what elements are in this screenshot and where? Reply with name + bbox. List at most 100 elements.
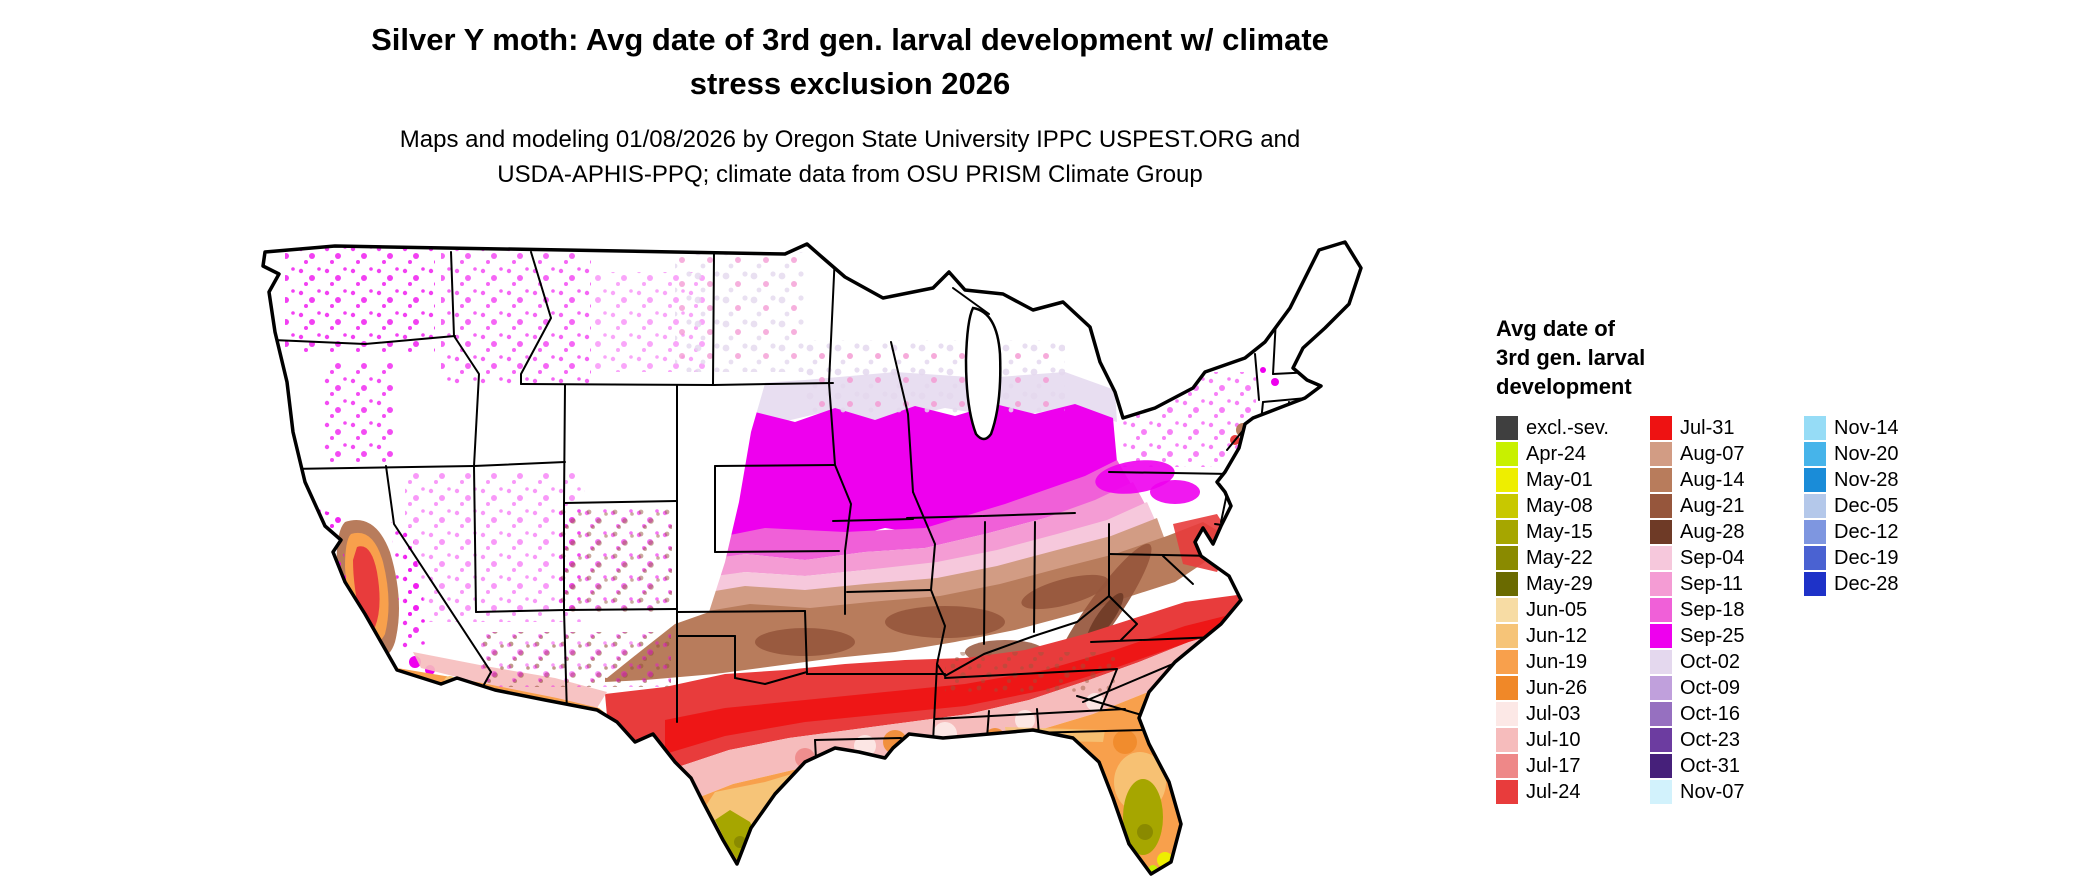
legend-label: May-01: [1526, 468, 1593, 491]
legend-entry: Aug-14: [1650, 467, 1792, 493]
legend-label: Jul-24: [1526, 780, 1581, 803]
legend-entry: Dec-12: [1804, 519, 1946, 545]
legend-swatch: [1496, 442, 1518, 466]
legend-label: Sep-18: [1680, 598, 1745, 621]
legend-swatch: [1650, 728, 1672, 752]
legend-label: Jun-19: [1526, 650, 1588, 673]
legend-entry: Nov-07: [1650, 779, 1792, 805]
legend-swatch: [1496, 624, 1518, 648]
title-line-2: stress exclusion 2026: [689, 66, 1011, 101]
legend-entry: Sep-04: [1650, 545, 1792, 571]
legend-label: Oct-16: [1680, 702, 1741, 725]
legend-label: May-29: [1526, 572, 1593, 595]
legend-label: Dec-28: [1834, 572, 1899, 595]
legend-entry: Sep-11: [1650, 571, 1792, 597]
legend-swatch: [1804, 494, 1826, 518]
legend-label: Sep-25: [1680, 624, 1745, 647]
legend-swatch: [1650, 546, 1672, 570]
legend-entry: May-29: [1496, 571, 1638, 597]
legend-label: Aug-07: [1680, 442, 1745, 465]
legend-label: Sep-11: [1680, 572, 1744, 595]
legend-swatch: [1496, 598, 1518, 622]
legend-label: Jul-10: [1526, 728, 1581, 751]
us-outline: [261, 240, 1363, 876]
legend-label: Dec-19: [1834, 546, 1899, 569]
legend-swatch: [1650, 442, 1672, 466]
legend-label: Apr-24: [1526, 442, 1587, 465]
legend-entry: Jul-10: [1496, 727, 1638, 753]
legend-label: May-15: [1526, 520, 1593, 543]
legend-swatch: [1650, 754, 1672, 778]
legend-swatch: [1650, 468, 1672, 492]
legend-entry: Oct-23: [1650, 727, 1792, 753]
legend-entry: Jun-05: [1496, 597, 1638, 623]
legend-entry: May-15: [1496, 519, 1638, 545]
legend-entry: Dec-28: [1804, 571, 1946, 597]
legend-swatch: [1496, 728, 1518, 752]
us-map: [245, 222, 1465, 890]
legend-swatch: [1650, 624, 1672, 648]
legend-swatch: [1804, 572, 1826, 596]
legend-entry: Aug-28: [1650, 519, 1792, 545]
legend-entry: Jun-12: [1496, 623, 1638, 649]
legend-title-line-3: development: [1496, 374, 1632, 399]
legend-label: Nov-20: [1834, 442, 1899, 465]
legend-swatch: [1804, 468, 1826, 492]
legend-entry: May-08: [1496, 493, 1638, 519]
legend-swatch: [1650, 572, 1672, 596]
legend-swatch: [1650, 494, 1672, 518]
legend-columns: excl.-sev. Apr-24 May-01 May-08 May-15 May-22…: [1496, 415, 1966, 805]
title-line-1: Silver Y moth: Avg date of 3rd gen. larv…: [371, 22, 1329, 57]
legend-entry: Sep-18: [1650, 597, 1792, 623]
legend-entry: Oct-16: [1650, 701, 1792, 727]
legend-entry: May-01: [1496, 467, 1638, 493]
legend-column-2: Jul-31 Aug-07 Aug-14 Aug-21 Aug-28 Sep-04 Sep-…: [1650, 415, 1792, 805]
legend-label: Aug-14: [1680, 468, 1745, 491]
map-legend: Avg date of 3rd gen. larval development …: [1496, 314, 1966, 805]
legend-label: Aug-28: [1680, 520, 1745, 543]
legend-entry: Jul-24: [1496, 779, 1638, 805]
legend-entry: Jun-19: [1496, 649, 1638, 675]
legend-swatch: [1496, 754, 1518, 778]
page-title: Silver Y moth: Avg date of 3rd gen. larv…: [150, 18, 1550, 106]
legend-swatch: [1650, 598, 1672, 622]
legend-label: Jul-31: [1680, 416, 1735, 439]
legend-swatch: [1496, 702, 1518, 726]
legend-title: Avg date of 3rd gen. larval development: [1496, 314, 1966, 401]
legend-label: Sep-04: [1680, 546, 1745, 569]
legend-swatch: [1650, 520, 1672, 544]
legend-swatch: [1650, 702, 1672, 726]
legend-title-line-2: 3rd gen. larval: [1496, 345, 1646, 370]
legend-swatch: [1804, 546, 1826, 570]
legend-swatch: [1650, 416, 1672, 440]
legend-swatch: [1496, 546, 1518, 570]
legend-label: Jul-17: [1526, 754, 1581, 777]
legend-label: Dec-12: [1834, 520, 1899, 543]
legend-entry: Aug-21: [1650, 493, 1792, 519]
legend-entry: Sep-25: [1650, 623, 1792, 649]
legend-label: Jul-03: [1526, 702, 1581, 725]
legend-entry: Dec-05: [1804, 493, 1946, 519]
legend-column-3: Nov-14 Nov-20 Nov-28 Dec-05 Dec-12 Dec-19 Dec-…: [1804, 415, 1946, 597]
legend-swatch: [1496, 676, 1518, 700]
legend-label: Aug-21: [1680, 494, 1745, 517]
legend-entry: Dec-19: [1804, 545, 1946, 571]
legend-entry: Jul-17: [1496, 753, 1638, 779]
legend-entry: Oct-31: [1650, 753, 1792, 779]
legend-entry: Nov-20: [1804, 441, 1946, 467]
legend-swatch: [1496, 520, 1518, 544]
legend-entry: Aug-07: [1650, 441, 1792, 467]
legend-label: Dec-05: [1834, 494, 1899, 517]
legend-label: May-22: [1526, 546, 1593, 569]
legend-label: Nov-07: [1680, 780, 1745, 803]
legend-swatch: [1650, 780, 1672, 804]
legend-title-line-1: Avg date of: [1496, 316, 1615, 341]
us-map-svg: [261, 240, 1363, 876]
legend-entry: Oct-09: [1650, 675, 1792, 701]
legend-label: Oct-31: [1680, 754, 1741, 777]
page-subtitle: Maps and modeling 01/08/2026 by Oregon S…: [150, 122, 1550, 192]
legend-swatch: [1804, 416, 1826, 440]
legend-label: Nov-14: [1834, 416, 1899, 439]
legend-entry: Apr-24: [1496, 441, 1638, 467]
